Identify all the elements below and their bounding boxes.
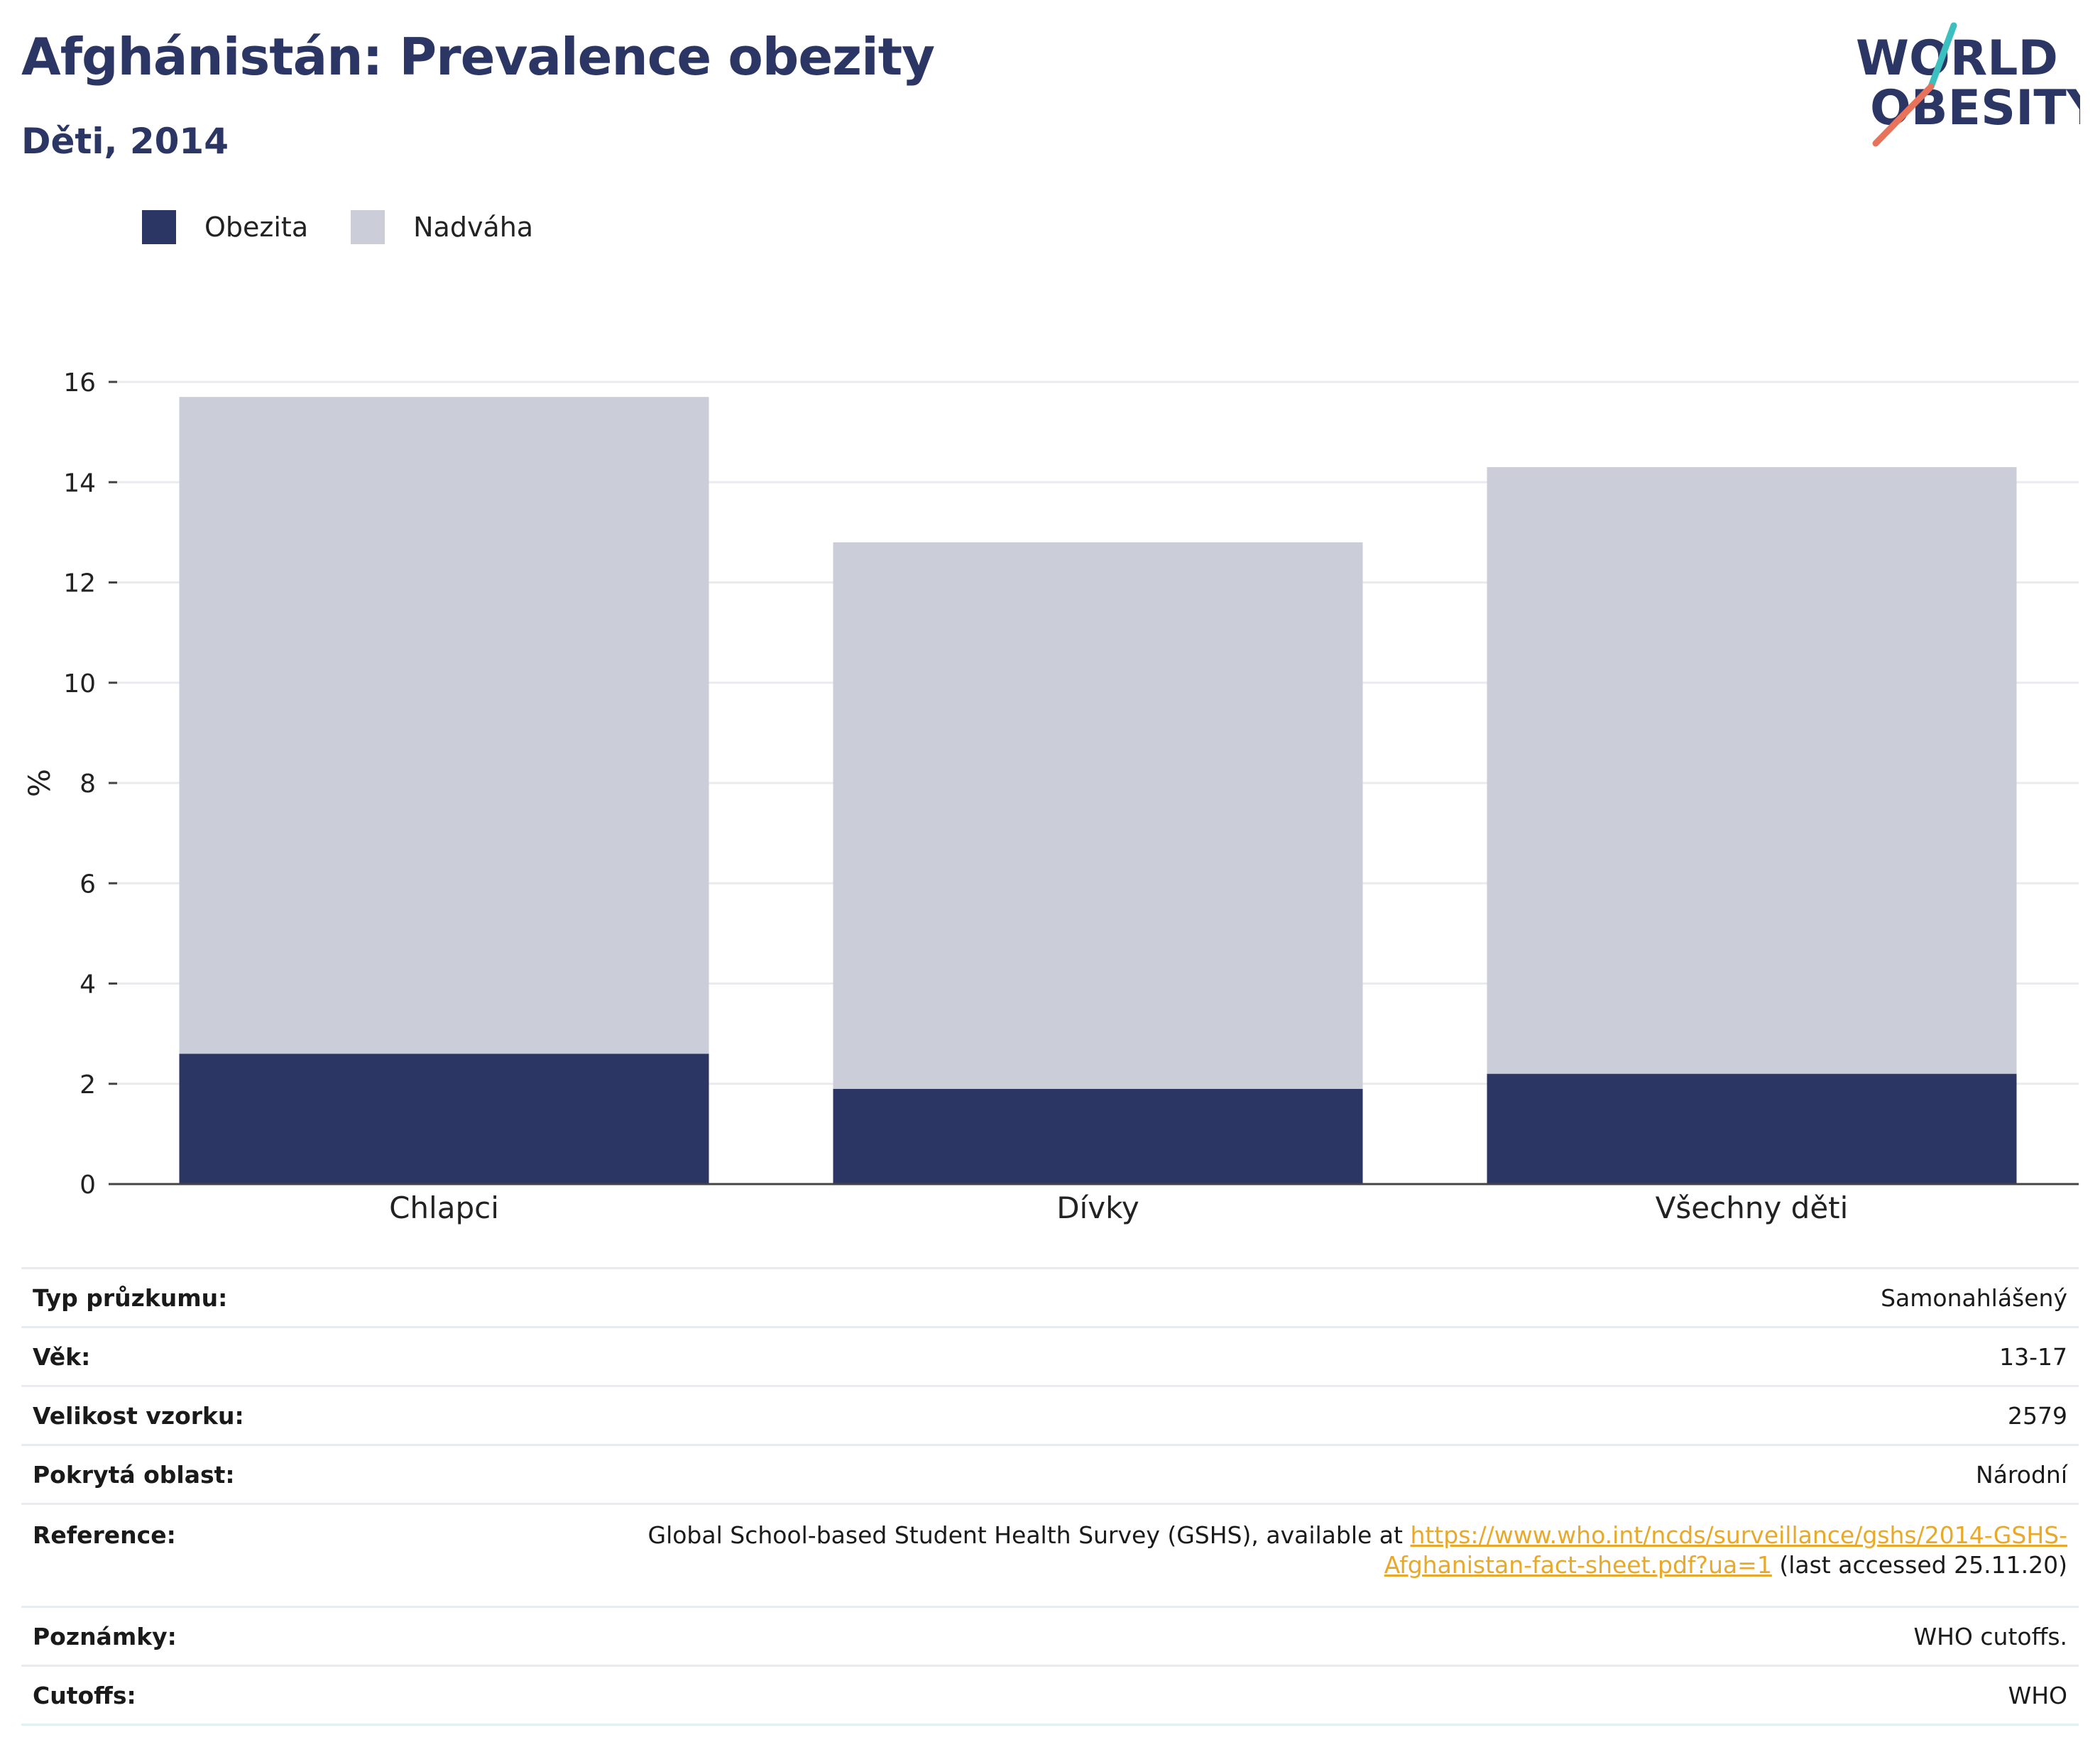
metadata-value: Global School-based Student Health Surve… xyxy=(626,1503,2079,1607)
legend-swatch-obesity xyxy=(142,210,176,244)
logo-slash-coral xyxy=(1872,83,1935,147)
y-tick-label: 0 xyxy=(80,1171,96,1200)
bar-obesity-1[interactable] xyxy=(179,1053,709,1184)
metadata-row-cutoffs: Cutoffs: WHO xyxy=(21,1665,2079,1726)
metadata-key: Pokrytá oblast: xyxy=(21,1444,626,1504)
metadata-value: WHO xyxy=(626,1665,2079,1726)
bar-overweight-1[interactable] xyxy=(179,397,709,1054)
x-axis-ticks: Chlapci Dívky Všechny děti xyxy=(389,1190,1848,1225)
y-tick-label: 8 xyxy=(80,770,96,799)
y-tick-label: 10 xyxy=(63,669,96,699)
stacked-bar-chart: 0 2 4 6 8 10 12 14 16 Chlapci Dívky Všechny děti % xyxy=(22,368,2079,1225)
y-tick-label: 14 xyxy=(63,469,96,498)
y-tick-label: 6 xyxy=(80,870,96,899)
survey-metadata-table: Typ průzkumu: Samonahlášený Věk: 13-17 V… xyxy=(21,1267,2079,1726)
metadata-value: 13-17 xyxy=(626,1326,2079,1386)
bar-overweight-3[interactable] xyxy=(1487,467,2017,1074)
metadata-key: Věk: xyxy=(21,1326,626,1386)
reference-text-suffix: (last accessed 25.11.20) xyxy=(1771,1551,2067,1579)
bars xyxy=(179,397,2017,1184)
metadata-key: Poznámky: xyxy=(21,1606,626,1666)
metadata-row-notes: Poznámky: WHO cutoffs. xyxy=(21,1606,2079,1666)
chart-legend: Obezita Nadváha xyxy=(142,210,576,244)
metadata-value: Samonahlášený xyxy=(626,1267,2079,1327)
y-tick-label: 4 xyxy=(80,970,96,1000)
metadata-key: Cutoffs: xyxy=(21,1665,626,1726)
reference-text-prefix: Global School-based Student Health Surve… xyxy=(647,1521,1411,1549)
metadata-value: 2579 xyxy=(626,1385,2079,1445)
x-tick-label: Dívky xyxy=(1056,1190,1139,1225)
metadata-row-survey-type: Typ průzkumu: Samonahlášený xyxy=(21,1267,2079,1327)
metadata-body: Typ průzkumu: Samonahlášený Věk: 13-17 V… xyxy=(21,1267,2079,1726)
metadata-key: Typ průzkumu: xyxy=(21,1267,626,1327)
x-tick-label: Chlapci xyxy=(389,1190,499,1225)
y-tick-label: 2 xyxy=(80,1070,96,1100)
legend-label-overweight: Nadváha xyxy=(413,212,534,243)
logo-slash-teal xyxy=(1927,22,1957,90)
y-tick-label: 12 xyxy=(63,569,96,598)
metadata-row-age: Věk: 13-17 xyxy=(21,1326,2079,1386)
world-obesity-logo: WORLD OBESITY xyxy=(1856,22,2080,147)
reference-link[interactable]: https://www.who.int/ncds/surveillance/gs… xyxy=(1384,1521,2067,1579)
legend-label-obesity: Obezita xyxy=(204,212,309,243)
page-subtitle: Děti, 2014 xyxy=(21,121,229,162)
page-title: Afghánistán: Prevalence obezity xyxy=(21,27,935,87)
metadata-row-sample-size: Velikost vzorku: 2579 xyxy=(21,1385,2079,1445)
legend-item-obesity[interactable]: Obezita xyxy=(142,210,308,244)
metadata-value: WHO cutoffs. xyxy=(626,1606,2079,1666)
x-tick-label: Všechny děti xyxy=(1656,1190,1849,1225)
legend-item-overweight[interactable]: Nadváha xyxy=(351,210,533,244)
metadata-row-reference: Reference: Global School-based Student H… xyxy=(21,1503,2079,1607)
bar-obesity-3[interactable] xyxy=(1487,1073,2017,1184)
metadata-value: Národní xyxy=(626,1444,2079,1504)
metadata-row-area-covered: Pokrytá oblast: Národní xyxy=(21,1444,2079,1504)
logo-line-2: OBESITY xyxy=(1870,80,2080,136)
bar-overweight-2[interactable] xyxy=(833,542,1363,1089)
logo-line-1: WORLD xyxy=(1856,31,2058,87)
metadata-key: Velikost vzorku: xyxy=(21,1385,626,1445)
y-axis-ticks: 0 2 4 6 8 10 12 14 16 xyxy=(63,368,117,1200)
metadata-key: Reference: xyxy=(21,1503,626,1607)
bar-obesity-2[interactable] xyxy=(833,1088,1363,1184)
y-tick-label: 16 xyxy=(63,368,96,398)
legend-swatch-overweight xyxy=(351,210,385,244)
y-axis-label: % xyxy=(22,769,57,797)
